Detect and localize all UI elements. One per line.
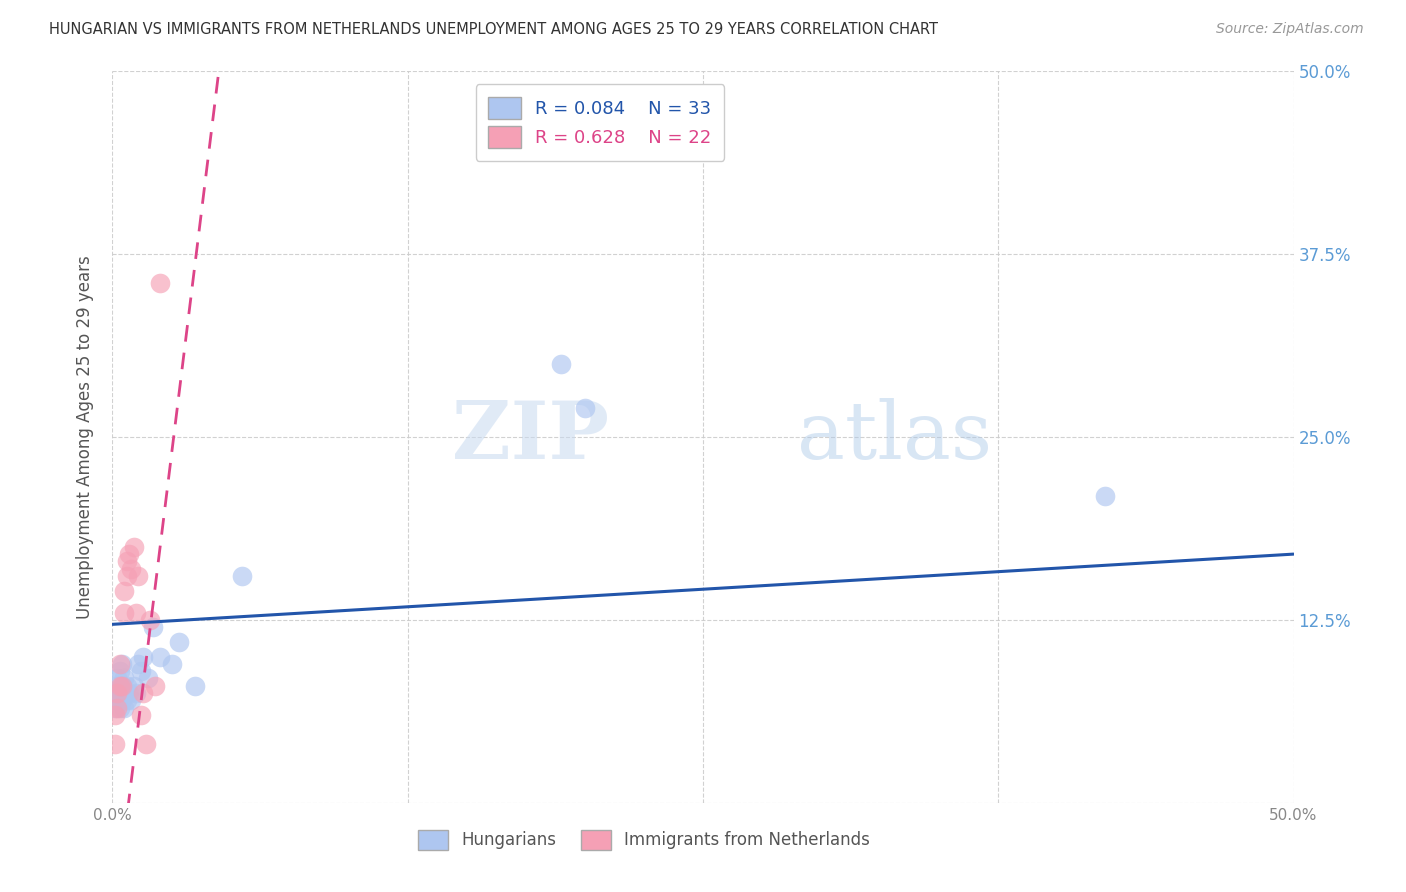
Point <box>105 700 128 714</box>
Point <box>104 737 127 751</box>
Point <box>115 679 138 693</box>
Point <box>143 679 166 693</box>
Point <box>139 613 162 627</box>
Point <box>105 672 128 686</box>
Point <box>111 657 134 671</box>
Point <box>136 672 159 686</box>
Text: ZIP: ZIP <box>451 398 609 476</box>
Point <box>108 700 131 714</box>
Point <box>112 700 135 714</box>
Point <box>160 657 183 671</box>
Point <box>149 649 172 664</box>
Point <box>120 693 142 707</box>
Point <box>129 708 152 723</box>
Point <box>115 554 138 568</box>
Point <box>112 686 135 700</box>
Point <box>108 686 131 700</box>
Point <box>104 700 127 714</box>
Point <box>125 686 148 700</box>
Point <box>105 679 128 693</box>
Text: Source: ZipAtlas.com: Source: ZipAtlas.com <box>1216 22 1364 37</box>
Point <box>1094 489 1116 503</box>
Point <box>108 657 131 671</box>
Point <box>574 401 596 415</box>
Point <box>149 277 172 291</box>
Point <box>115 569 138 583</box>
Point <box>550 357 572 371</box>
Point <box>112 583 135 598</box>
Point <box>167 635 190 649</box>
Point <box>105 686 128 700</box>
Point <box>104 686 127 700</box>
Point <box>132 686 155 700</box>
Point <box>108 679 131 693</box>
Point <box>105 693 128 707</box>
Point <box>104 708 127 723</box>
Point <box>112 672 135 686</box>
Point <box>118 547 141 561</box>
Point <box>122 679 145 693</box>
Y-axis label: Unemployment Among Ages 25 to 29 years: Unemployment Among Ages 25 to 29 years <box>76 255 94 619</box>
Point <box>135 737 157 751</box>
Point <box>231 569 253 583</box>
Point <box>127 657 149 671</box>
Point <box>108 664 131 678</box>
Point <box>112 606 135 620</box>
Point <box>127 569 149 583</box>
Point <box>111 679 134 693</box>
Point <box>125 606 148 620</box>
Point <box>111 679 134 693</box>
Point <box>111 693 134 707</box>
Point <box>142 620 165 634</box>
Point <box>115 693 138 707</box>
Point <box>129 664 152 678</box>
Point <box>184 679 207 693</box>
Point <box>122 540 145 554</box>
Legend: Hungarians, Immigrants from Netherlands: Hungarians, Immigrants from Netherlands <box>411 823 877 856</box>
Point <box>132 649 155 664</box>
Text: atlas: atlas <box>797 398 993 476</box>
Text: HUNGARIAN VS IMMIGRANTS FROM NETHERLANDS UNEMPLOYMENT AMONG AGES 25 TO 29 YEARS : HUNGARIAN VS IMMIGRANTS FROM NETHERLANDS… <box>49 22 938 37</box>
Point <box>118 686 141 700</box>
Point <box>120 562 142 576</box>
